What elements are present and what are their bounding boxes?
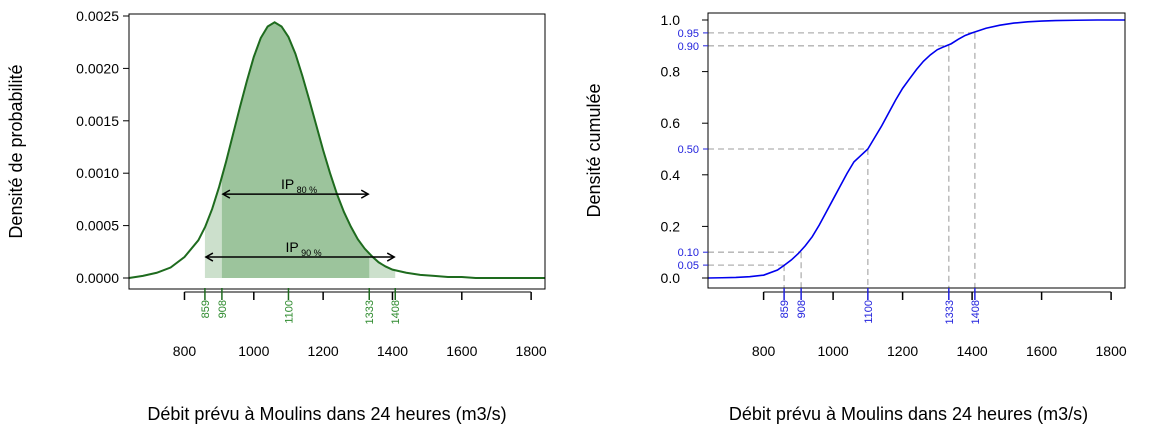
x-tick-label: 1800 bbox=[1096, 343, 1127, 359]
arrow-head-left bbox=[204, 252, 214, 262]
x-tick-label: 1600 bbox=[446, 343, 477, 359]
y-tick-label: 0.0010 bbox=[76, 165, 119, 181]
x-tick-label: 1200 bbox=[887, 343, 918, 359]
quantile-label: 1408 bbox=[970, 300, 982, 324]
y-axis-title: Densité cumulée bbox=[584, 83, 604, 217]
quantile-label: 859 bbox=[200, 300, 212, 318]
interval-label-sub: 80 % bbox=[297, 185, 318, 195]
band-80 bbox=[221, 22, 370, 278]
y-tick-label: 0.0015 bbox=[76, 113, 119, 129]
x-axis-title: Débit prévu à Moulins dans 24 heures (m3… bbox=[729, 404, 1088, 424]
x-tick-label: 1600 bbox=[1026, 343, 1057, 359]
prob-label: 0.95 bbox=[678, 28, 699, 40]
prob-label: 0.10 bbox=[678, 247, 699, 259]
x-tick-label: 1400 bbox=[377, 343, 408, 359]
x-tick-labels: 800 1000 1200 1400 1600 1800 bbox=[752, 343, 1127, 359]
plot-frame bbox=[707, 12, 1126, 289]
quantile-label: 859 bbox=[779, 300, 791, 318]
arrow-head-right bbox=[386, 252, 396, 262]
y-tick-label: 0.6 bbox=[661, 115, 681, 131]
y-tick-label: 0.0005 bbox=[76, 218, 119, 234]
x-tick-label: 800 bbox=[173, 343, 197, 359]
x-tick-label: 800 bbox=[752, 343, 776, 359]
x-tick-label: 1800 bbox=[516, 343, 547, 359]
quantile-label: 1100 bbox=[283, 300, 295, 324]
y-tick-label: 0.0000 bbox=[76, 270, 119, 286]
y-tick-label: 0.8 bbox=[661, 64, 681, 80]
prob-label: 0.50 bbox=[678, 144, 699, 156]
x-axis-title: Débit prévu à Moulins dans 24 heures (m3… bbox=[147, 404, 506, 424]
y-tick-label: 0.2 bbox=[661, 218, 681, 234]
quantile-label: 1333 bbox=[364, 300, 376, 324]
plot-frame bbox=[128, 13, 546, 290]
arrow-head-right bbox=[360, 189, 370, 199]
density-chart: 0.0000 0.0005 0.0010 0.0015 0.0020 0.0025 800 1… bbox=[6, 8, 547, 424]
interval-label-main: IP bbox=[285, 239, 298, 255]
quantile-label: 1333 bbox=[944, 300, 956, 324]
y-tick-label: 0.0020 bbox=[76, 60, 119, 76]
y-tick-label: 0.0025 bbox=[76, 8, 119, 24]
x-tick-labels: 800 1000 1200 1400 1600 1800 bbox=[173, 343, 547, 359]
x-tick-label: 1000 bbox=[238, 343, 269, 359]
prob-label: 0.05 bbox=[678, 260, 699, 272]
quantile-label: 1408 bbox=[390, 300, 402, 324]
arrow-head-left bbox=[221, 189, 231, 199]
y-tick-label: 1.0 bbox=[661, 12, 681, 28]
interval-label-sub: 90 % bbox=[301, 248, 322, 258]
density-curve bbox=[128, 21, 545, 279]
y-axis-title: Densité de probabilité bbox=[6, 64, 26, 238]
cdf-chart: 0.0 0.2 0.4 0.6 0.8 1.0 0.050.10 0.50 0.900.95 80… bbox=[584, 12, 1127, 424]
x-tick-label: 1200 bbox=[308, 343, 339, 359]
y-tick-label: 0.0 bbox=[661, 270, 681, 286]
prob-label: 0.90 bbox=[678, 41, 699, 53]
interval-label-main: IP bbox=[281, 176, 294, 192]
x-tick-label: 1000 bbox=[818, 343, 849, 359]
quantile-label: 1100 bbox=[863, 300, 875, 324]
quantile-label: 908 bbox=[217, 300, 229, 318]
cdf-curve bbox=[707, 19, 1125, 279]
quantile-label: 908 bbox=[796, 300, 808, 318]
y-tick-label: 0.4 bbox=[661, 167, 681, 183]
x-tick-label: 1400 bbox=[957, 343, 988, 359]
